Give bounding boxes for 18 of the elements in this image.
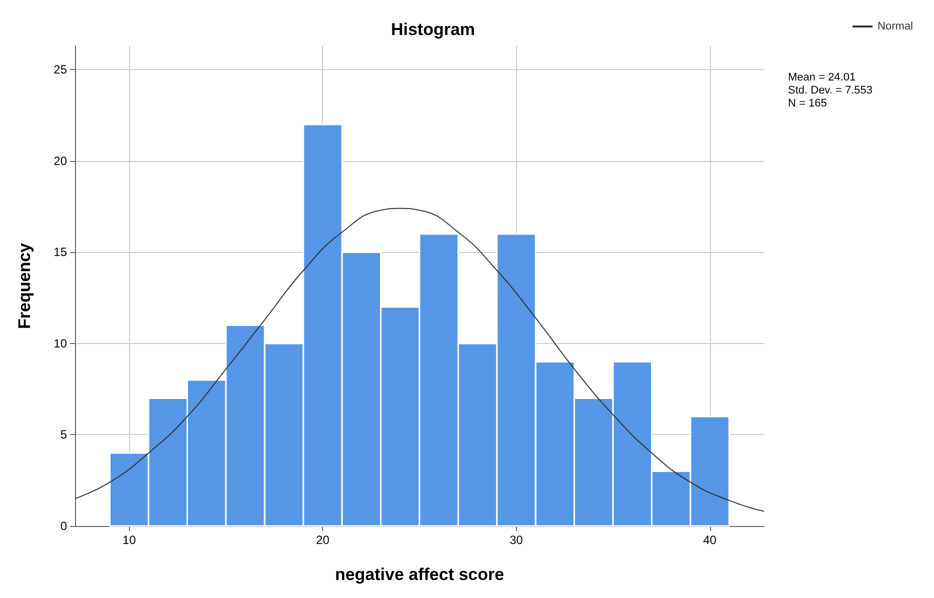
x-tick-label: 10	[122, 533, 136, 547]
y-tick-label: 10	[54, 336, 68, 350]
legend-label: Normal	[878, 20, 914, 32]
chart-title: Histogram	[390, 20, 476, 39]
y-tick-label: 25	[54, 62, 68, 77]
text: Mean = 24.01	[788, 72, 856, 84]
y-tick-label: 5	[60, 428, 68, 442]
y-tick-label: 0	[60, 519, 68, 533]
y-tick-label: 20	[54, 154, 68, 168]
text: Std. Dev. = 7.553	[788, 84, 872, 96]
y-tick-label: 15	[54, 245, 68, 260]
y-axis-title: Frequency	[15, 242, 34, 329]
text: N = 165	[788, 98, 827, 110]
x-tick-label: 30	[510, 533, 524, 547]
x-tick-label: 40	[703, 533, 717, 547]
line-series	[74, 208, 764, 512]
x-tick-label: 20	[316, 533, 330, 547]
x-axis-title: negative affect score	[334, 565, 504, 584]
